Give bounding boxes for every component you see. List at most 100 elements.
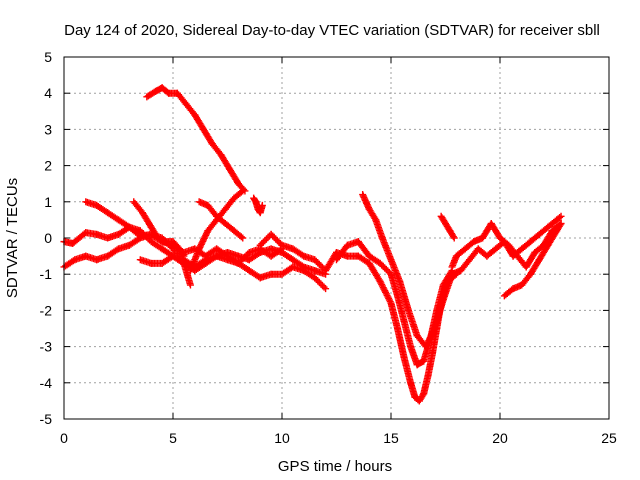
data-point [311,274,319,282]
data-series-trace-9 [250,194,266,217]
data-point [381,287,389,295]
data-point [556,213,564,221]
data-point [385,296,393,304]
y-tick-label: -2 [40,302,53,318]
data-point [378,261,386,269]
data-series-trace-15 [500,220,565,300]
y-tick-label: -5 [40,411,53,427]
data-point [239,187,247,195]
data-point [270,233,278,241]
y-tick-label: 0 [44,230,52,246]
data-series-trace-5 [143,84,249,195]
data-point [449,233,457,241]
data-point [312,275,320,283]
data-point [376,259,384,267]
y-tick-label: -1 [40,266,53,282]
data-point [314,277,322,285]
data-point [237,233,245,241]
chart-title: Day 124 of 2020, Sidereal Day-to-day VTE… [64,22,600,39]
data-point [385,295,393,303]
data-point [258,240,266,248]
data-point [376,277,384,285]
data-point [211,253,219,261]
data-point [272,235,280,243]
x-tick-label: 0 [60,430,68,446]
data-point [273,237,281,245]
y-tick-label: 3 [44,121,52,137]
data-point [320,283,328,291]
data-point [377,279,385,287]
data-point [298,262,306,270]
data-point [136,227,144,235]
data-point [378,281,386,289]
data-point [262,235,270,243]
data-point [317,262,325,270]
data-point [384,293,392,301]
data-point [237,188,245,196]
data-point [139,230,147,238]
data-point [239,234,247,242]
y-tick-label: 5 [44,49,52,65]
data-point [267,230,275,238]
data-point [315,260,323,268]
data-point [141,231,149,239]
data-point [382,288,390,296]
data-series-trace-4 [130,198,188,260]
data-point [381,264,389,272]
data-point [311,256,319,264]
data-point [255,250,263,258]
data-point [186,281,194,289]
data-point [386,298,394,306]
data-point [371,214,379,222]
data-series-trace-16 [437,212,458,242]
x-tick-label: 20 [492,430,508,446]
data-point [383,291,391,299]
y-axis-label: SDTVAR / TECUs [4,178,21,298]
data-point [382,290,390,298]
y-tick-label: -4 [40,375,53,391]
y-tick-label: -3 [40,339,53,355]
data-point [256,241,264,249]
data-point [179,251,187,259]
data-point [113,246,121,254]
data-series-trace-6 [136,252,194,289]
data-point [169,245,177,253]
data-point [275,238,283,246]
data-point [180,252,188,260]
data-series-trace-12 [359,191,456,351]
x-tick-label: 5 [169,430,177,446]
data-point [312,257,320,265]
data-point [315,278,323,286]
data-point [143,233,151,241]
data-point [382,266,390,274]
data-point [380,285,388,293]
data-point [450,234,458,242]
data-series-trace-14 [448,212,565,278]
data-point [314,259,322,267]
data-series-trace-8 [195,198,247,242]
data-point [378,282,386,290]
data-point [259,238,267,246]
data-points [60,84,565,405]
data-point [69,257,77,265]
x-tick-label: 10 [274,430,290,446]
x-axis-label: GPS time / hours [278,458,392,475]
data-point [261,237,269,245]
y-tick-label: 2 [44,158,52,174]
data-point [264,233,272,241]
data-point [298,251,306,259]
data-point [269,232,277,240]
data-point [124,222,132,230]
x-tick-label: 15 [383,430,399,446]
data-point [135,235,143,243]
data-point [557,212,565,220]
data-point [258,201,266,209]
data-point [322,285,330,293]
data-point [317,280,325,288]
data-point [318,282,326,290]
plot-frame [63,56,610,420]
data-point [138,228,146,236]
x-tick-label: 25 [601,430,617,446]
data-point [384,267,392,275]
